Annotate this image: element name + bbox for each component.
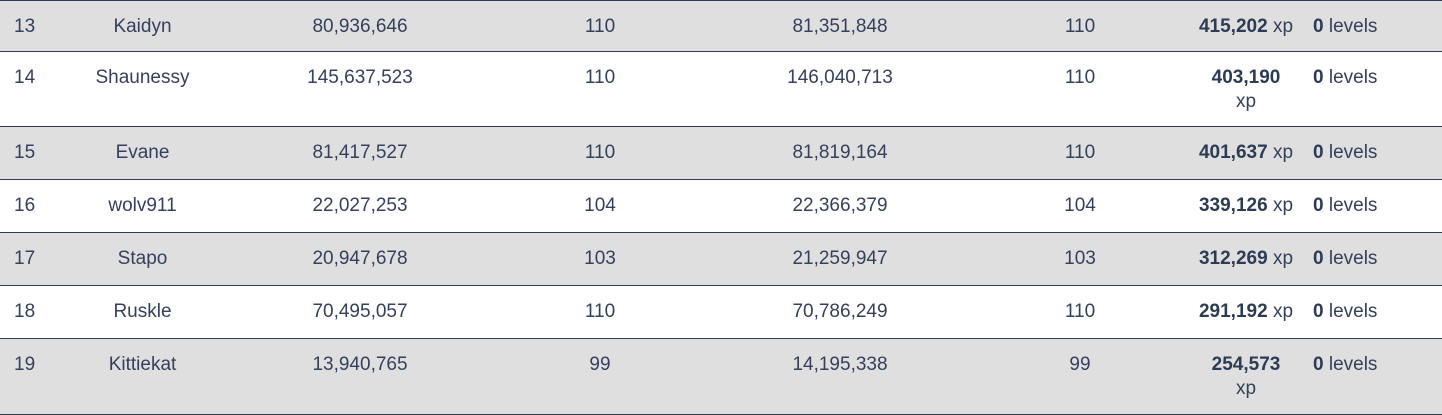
levels-gained-cell: 0 levels (1307, 232, 1442, 286)
levels-gained-cell: 0 levels (1307, 180, 1442, 233)
rank-cell: 15 (0, 126, 60, 180)
start-level-cell: 110 (584, 67, 616, 88)
start-xp-cell: 145,637,523 (307, 67, 413, 88)
end-level-cell: 110 (1064, 67, 1096, 88)
start-xp-cell: 20,947,678 (225, 232, 495, 286)
levels-gained-value: 0 (1313, 195, 1324, 216)
player-name: wolv911 (108, 195, 177, 216)
rank-cell: 14 (14, 67, 36, 88)
levels-gained-value: 0 (1313, 67, 1324, 88)
xp-gained-value: 312,269 (1198, 248, 1268, 269)
xp-unit: xp (1272, 142, 1294, 163)
xp-gained-cell: 401,637 xp (1185, 126, 1307, 180)
levels-unit: levels (1328, 248, 1378, 269)
levels-gained-value: 0 (1313, 142, 1324, 163)
levels-unit: levels (1328, 16, 1378, 37)
end-level-cell: 103 (975, 232, 1185, 286)
end-xp-cell: 146,040,713 (787, 67, 893, 88)
rank-cell: 18 (14, 301, 36, 322)
levels-gained-value: 0 (1313, 301, 1324, 322)
start-level-cell: 110 (584, 301, 616, 322)
table-row: 15 Evane 81,417,527 110 81,819,164 110 4… (0, 126, 1442, 180)
table-row: 13 Kaidyn 80,936,646 110 81,351,848 110 … (0, 0, 1442, 52)
end-xp-cell: 22,366,379 (792, 195, 888, 216)
xp-gained-cell: 254,573 xp (1185, 338, 1307, 415)
xp-gained-value: 401,637 (1198, 142, 1268, 163)
start-xp-cell: 70,495,057 (312, 301, 408, 322)
player-name: Shaunessy (95, 67, 190, 88)
rank-cell: 16 (14, 195, 36, 216)
levels-unit: levels (1328, 142, 1378, 163)
end-level-cell: 104 (1064, 195, 1096, 216)
levels-gained-cell: 0 levels (1307, 286, 1442, 339)
end-xp-cell: 81,819,164 (705, 126, 975, 180)
end-xp-cell: 14,195,338 (705, 338, 975, 415)
xp-gained-cell: 291,192 xp (1185, 286, 1307, 339)
end-level-cell: 99 (975, 338, 1185, 415)
xp-unit: xp (1272, 248, 1294, 269)
xp-unit: xp (1272, 195, 1294, 216)
xp-gained-value: 339,126 (1198, 195, 1268, 216)
table-row: 16 wolv911 22,027,253 104 22,366,379 104… (0, 179, 1442, 233)
xp-unit: xp (1235, 378, 1257, 399)
levels-unit: levels (1328, 301, 1378, 322)
xp-gained-value: 415,202 (1198, 16, 1268, 37)
xp-gained-value: 403,190 (1211, 67, 1281, 88)
xp-gained-cell: 415,202 xp (1185, 0, 1307, 52)
xp-unit: xp (1272, 16, 1294, 37)
player-name: Kittiekat (60, 338, 225, 415)
table-row: 17 Stapo 20,947,678 103 21,259,947 103 3… (0, 232, 1442, 286)
xp-gained-value: 254,573 (1211, 354, 1281, 375)
levels-gained-cell: 0 levels (1307, 52, 1442, 127)
start-level-cell: 99 (495, 338, 705, 415)
levels-unit: levels (1328, 354, 1378, 375)
start-level-cell: 110 (495, 0, 705, 52)
rank-cell: 19 (0, 338, 60, 415)
xp-unit: xp (1235, 91, 1257, 112)
table-row: 19 Kittiekat 13,940,765 99 14,195,338 99… (0, 338, 1442, 415)
player-name: Kaidyn (60, 0, 225, 52)
table-row: 14 Shaunessy 145,637,523 110 146,040,713… (0, 51, 1442, 127)
start-level-cell: 104 (584, 195, 616, 216)
levels-gained-cell: 0 levels (1307, 0, 1442, 52)
levels-gained-value: 0 (1313, 354, 1324, 375)
xp-gained-value: 291,192 (1198, 301, 1268, 322)
levels-gained-value: 0 (1313, 16, 1324, 37)
start-level-cell: 103 (495, 232, 705, 286)
rank-cell: 13 (0, 0, 60, 52)
xp-gained-cell: 403,190 xp (1185, 52, 1307, 127)
player-name: Stapo (60, 232, 225, 286)
xp-gained-cell: 339,126 xp (1185, 180, 1307, 233)
start-xp-cell: 80,936,646 (225, 0, 495, 52)
start-xp-cell: 22,027,253 (312, 195, 408, 216)
end-xp-cell: 81,351,848 (705, 0, 975, 52)
end-level-cell: 110 (975, 126, 1185, 180)
end-level-cell: 110 (1064, 301, 1096, 322)
end-xp-cell: 70,786,249 (792, 301, 888, 322)
xp-gained-cell: 312,269 xp (1185, 232, 1307, 286)
start-xp-cell: 13,940,765 (225, 338, 495, 415)
levels-unit: levels (1328, 195, 1378, 216)
player-name: Ruskle (113, 301, 172, 322)
table-row: 18 Ruskle 70,495,057 110 70,786,249 110 … (0, 285, 1442, 339)
rank-cell: 17 (0, 232, 60, 286)
levels-gained-cell: 0 levels (1307, 338, 1442, 415)
end-level-cell: 110 (975, 0, 1185, 52)
end-xp-cell: 21,259,947 (705, 232, 975, 286)
levels-gained-value: 0 (1313, 248, 1324, 269)
start-xp-cell: 81,417,527 (225, 126, 495, 180)
levels-unit: levels (1328, 67, 1378, 88)
levels-gained-cell: 0 levels (1307, 126, 1442, 180)
xp-unit: xp (1272, 301, 1294, 322)
player-name: Evane (60, 126, 225, 180)
start-level-cell: 110 (495, 126, 705, 180)
